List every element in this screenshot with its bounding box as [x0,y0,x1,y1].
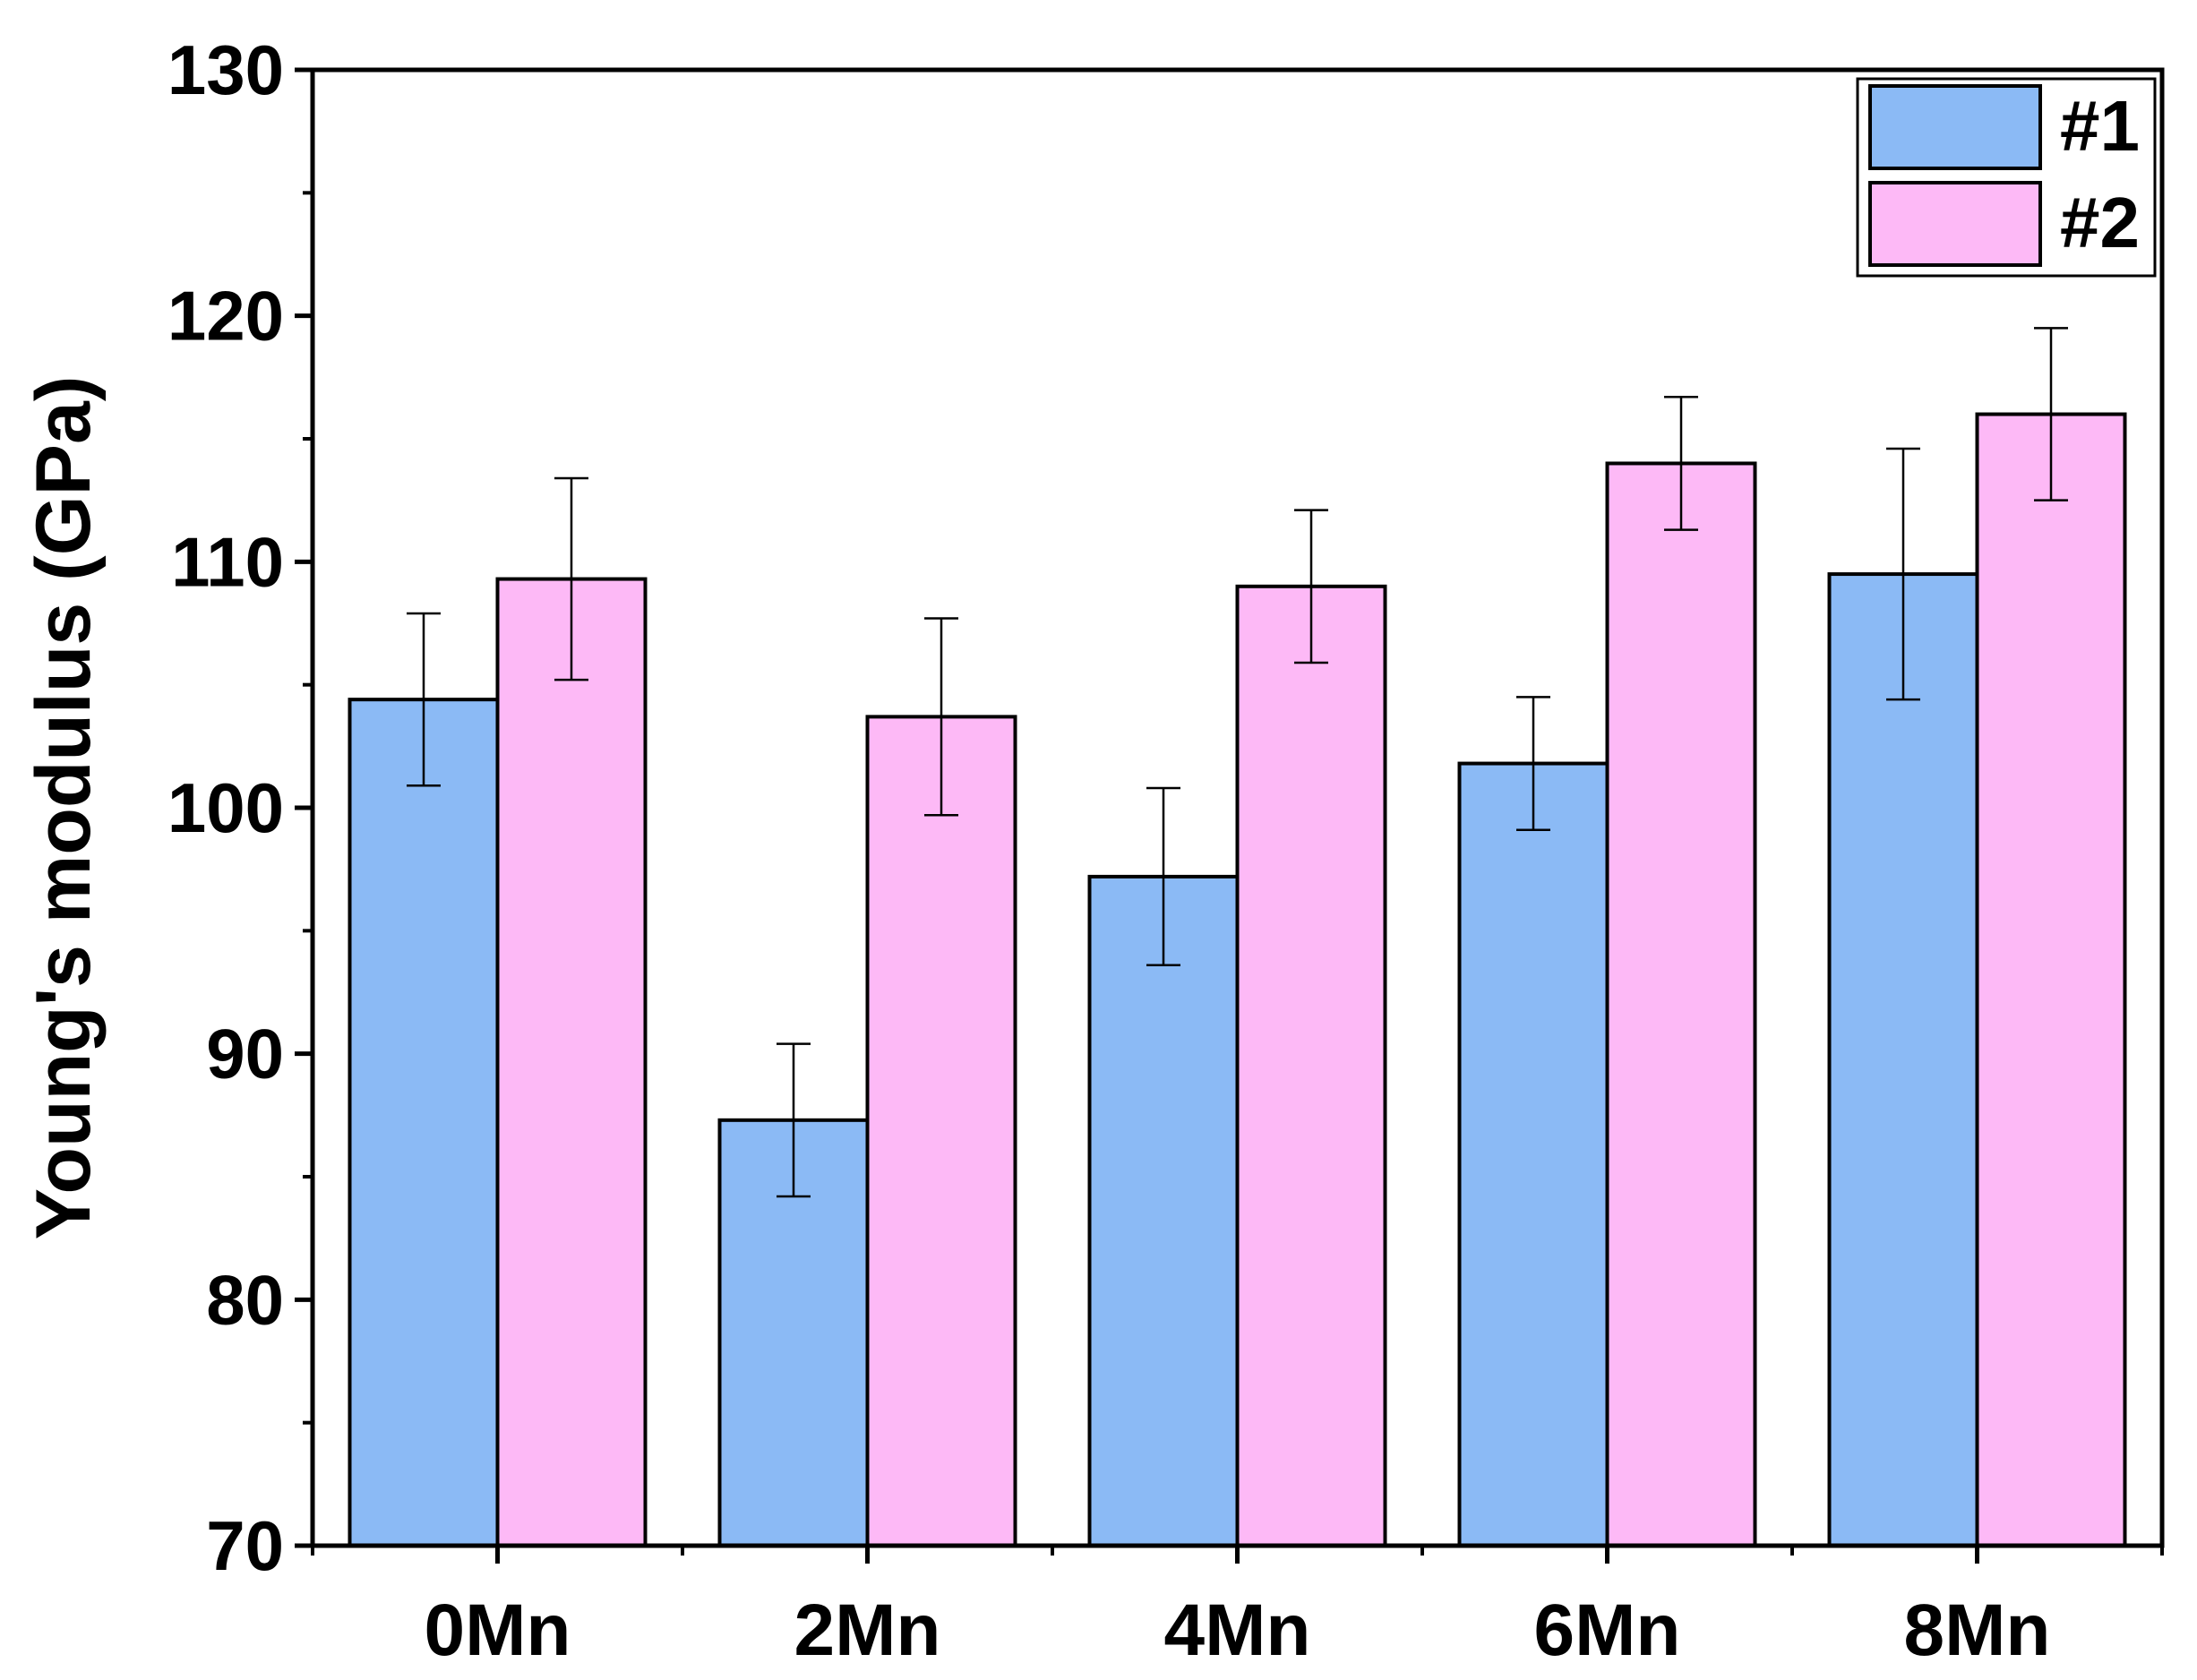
error-bar-0mn-series-1 [407,612,441,787]
legend-swatch [1868,84,2042,170]
legend-swatch [1868,181,2042,267]
error-bar-8mn-series-2 [2034,327,2068,501]
error-bar-6mn-series-2 [1664,396,1698,531]
bar-4mn-series-1 [1087,874,1240,1547]
legend-label: #1 [2060,86,2140,166]
y-tick-label: 130 [167,30,284,109]
y-tick-label: 120 [167,277,284,356]
y-tick-label: 70 [206,1506,284,1585]
legend-item-series-2: #2 [1868,181,2140,267]
bars-layer [348,412,2127,1547]
bar-2mn-series-2 [865,715,1017,1547]
legend-label: #2 [2060,183,2140,262]
bar-8mn-series-2 [1975,412,2127,1547]
x-tick-label-6mn: 6Mn [1534,1590,1681,1671]
bar-6mn-series-2 [1605,461,1757,1547]
y-axis: 70 80 90 100 110 120 130 [167,30,313,1585]
y-axis-label: Young's modulus (GPa) [21,376,107,1240]
bar-6mn-series-1 [1457,761,1609,1547]
bar-0mn-series-2 [495,577,648,1547]
error-bar-4mn-series-2 [1294,509,1328,664]
legend-item-series-1: #1 [1868,84,2140,170]
bar-8mn-series-1 [1827,572,1979,1547]
legend: #1#2 [1856,77,2157,278]
x-tick-label-0mn: 0Mn [425,1590,571,1671]
y-tick-label: 80 [206,1260,284,1339]
error-bar-2mn-series-1 [777,1042,811,1198]
error-bar-8mn-series-1 [1886,447,1920,701]
error-bar-0mn-series-2 [554,476,588,681]
x-tick-label-2mn: 2Mn [794,1590,941,1671]
bar-4mn-series-2 [1235,584,1387,1547]
y-tick-label: 100 [167,768,284,847]
error-bar-6mn-series-1 [1516,696,1550,831]
error-bar-4mn-series-1 [1146,786,1180,967]
error-bars-layer [407,327,2068,1198]
bar-0mn-series-1 [348,698,500,1547]
x-tick-label-4mn: 4Mn [1164,1590,1311,1671]
y-tick-label: 90 [206,1015,284,1093]
error-bar-2mn-series-2 [924,617,958,817]
x-tick-label-8mn: 8Mn [1904,1590,2051,1671]
y-tick-label: 110 [171,522,284,601]
x-axis: 0Mn 2Mn 4Mn 6Mn 8Mn [311,1546,2164,1671]
